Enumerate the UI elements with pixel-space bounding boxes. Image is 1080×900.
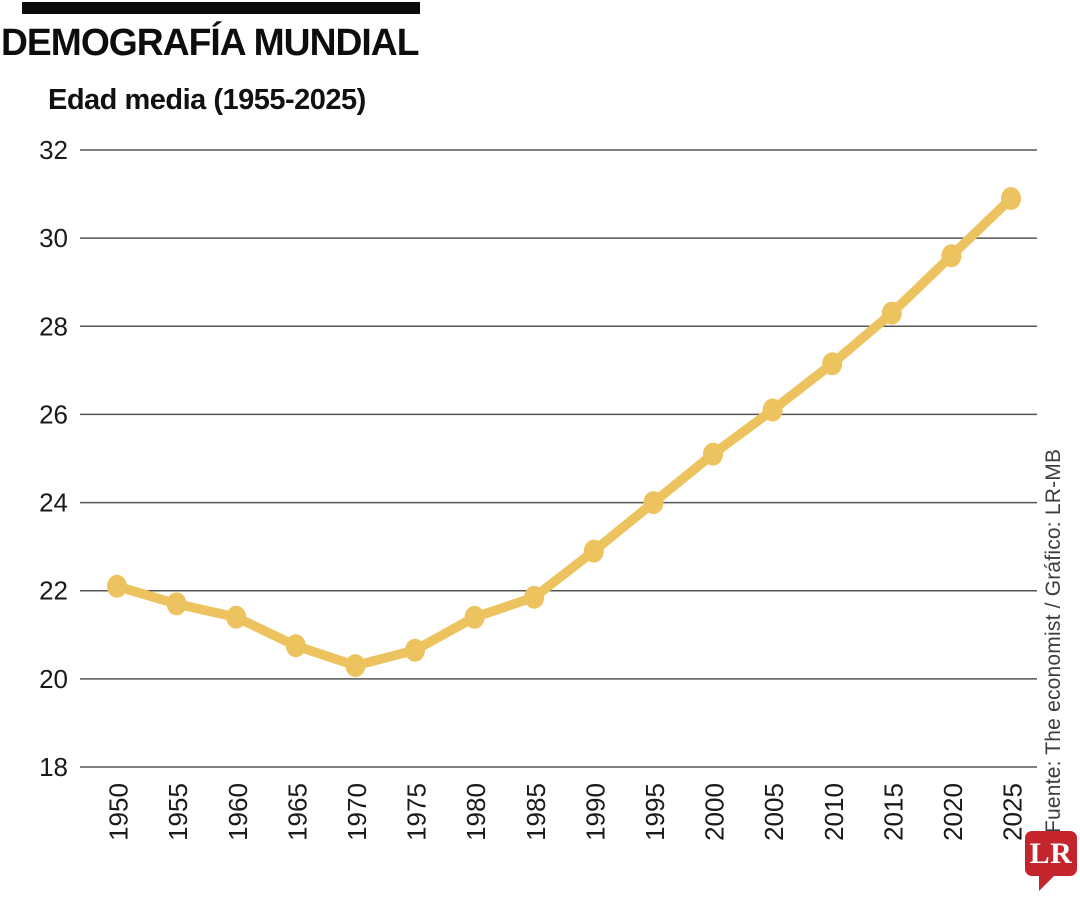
lr-logo-text: LR	[1029, 836, 1073, 870]
x-tick-label: 1970	[342, 783, 372, 841]
y-tick-label: 24	[39, 488, 68, 518]
data-point	[583, 539, 604, 563]
lr-logo-tail	[1039, 874, 1056, 891]
x-tick-label: 2020	[938, 783, 968, 841]
data-point	[643, 491, 664, 515]
x-tick-label: 1960	[223, 783, 253, 841]
y-tick-label: 32	[39, 135, 68, 165]
lr-logo: LR	[1025, 831, 1077, 891]
data-point	[107, 574, 127, 598]
x-tick-label: 2005	[759, 783, 789, 841]
data-point	[941, 244, 962, 268]
header-bar	[22, 2, 420, 14]
data-point	[166, 592, 187, 616]
x-tick-label: 2010	[819, 783, 849, 841]
y-tick-label: 30	[39, 223, 68, 253]
data-point	[464, 605, 485, 629]
y-tick-label: 26	[39, 399, 68, 429]
x-tick-label: 1985	[521, 783, 551, 841]
x-tick-label: 2015	[878, 783, 908, 841]
x-tick-label: 1975	[402, 783, 432, 841]
data-point	[405, 638, 425, 662]
x-tick-label: 2025	[998, 783, 1028, 841]
data-point	[226, 605, 247, 629]
source-credit: Fuente: The economist / Gráfico: LR-MB	[1042, 448, 1065, 833]
data-point	[822, 352, 843, 376]
data-point	[524, 585, 545, 609]
y-tick-label: 20	[39, 664, 68, 694]
y-tick-label: 18	[39, 752, 68, 782]
x-tick-label: 1995	[640, 783, 670, 841]
data-point	[762, 398, 783, 422]
chart-subtitle: Edad media (1955-2025)	[48, 84, 366, 116]
data-point	[285, 634, 306, 658]
y-tick-label: 28	[39, 311, 68, 341]
x-tick-label: 1980	[461, 783, 491, 841]
series-line	[112, 193, 1016, 671]
data-point	[1001, 187, 1021, 210]
x-tick-label: 2000	[700, 783, 730, 841]
x-tick-label: 1955	[163, 783, 193, 841]
y-tick-label: 22	[39, 576, 68, 606]
x-tick-label: 1965	[282, 783, 312, 841]
data-point	[881, 301, 902, 325]
page-title: DEMOGRAFÍA MUNDIAL	[1, 22, 419, 64]
data-point	[703, 442, 723, 466]
data-point	[345, 654, 366, 678]
x-tick-label: 1950	[104, 783, 134, 841]
x-tick-label: 1990	[580, 783, 610, 841]
